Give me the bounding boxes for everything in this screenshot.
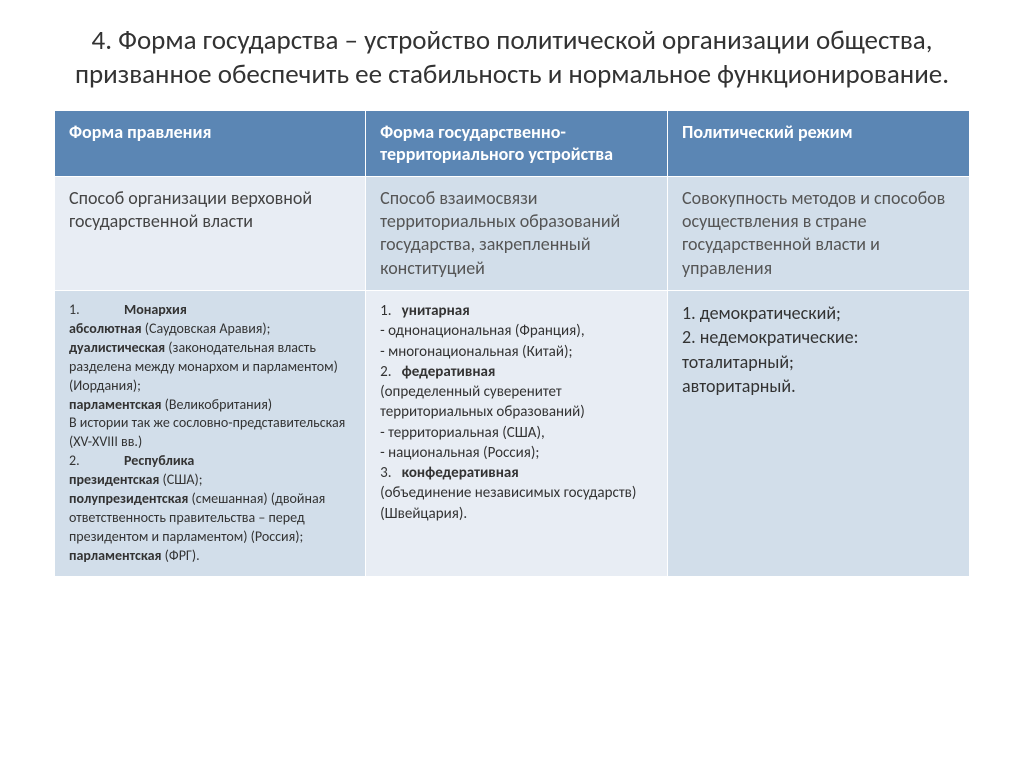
detail-col3: 1. демократический; 2. недемократические… — [668, 291, 970, 576]
page-title: 4. Форма государства – устройство полити… — [54, 24, 970, 92]
header-col1: Форма правления — [55, 110, 366, 176]
header-col2: Форма государственно-территориального ус… — [366, 110, 668, 176]
header-col3: Политический режим — [668, 110, 970, 176]
forms-table: Форма правления Форма государственно-тер… — [54, 110, 970, 577]
def-col1: Способ организации верховной государстве… — [55, 176, 366, 291]
table-header-row: Форма правления Форма государственно-тер… — [55, 110, 970, 176]
detail-col1: 1. Монархия абсолютная (Саудовская Арави… — [55, 291, 366, 576]
detail-row: 1. Монархия абсолютная (Саудовская Арави… — [55, 291, 970, 576]
def-col3: Совокупность методов и способов осуществ… — [668, 176, 970, 291]
def-col2: Способ взаимосвязи территориальных образ… — [366, 176, 668, 291]
definition-row: Способ организации верховной государстве… — [55, 176, 970, 291]
detail-col2: 1. унитарная - однонациональная (Франция… — [366, 291, 668, 576]
